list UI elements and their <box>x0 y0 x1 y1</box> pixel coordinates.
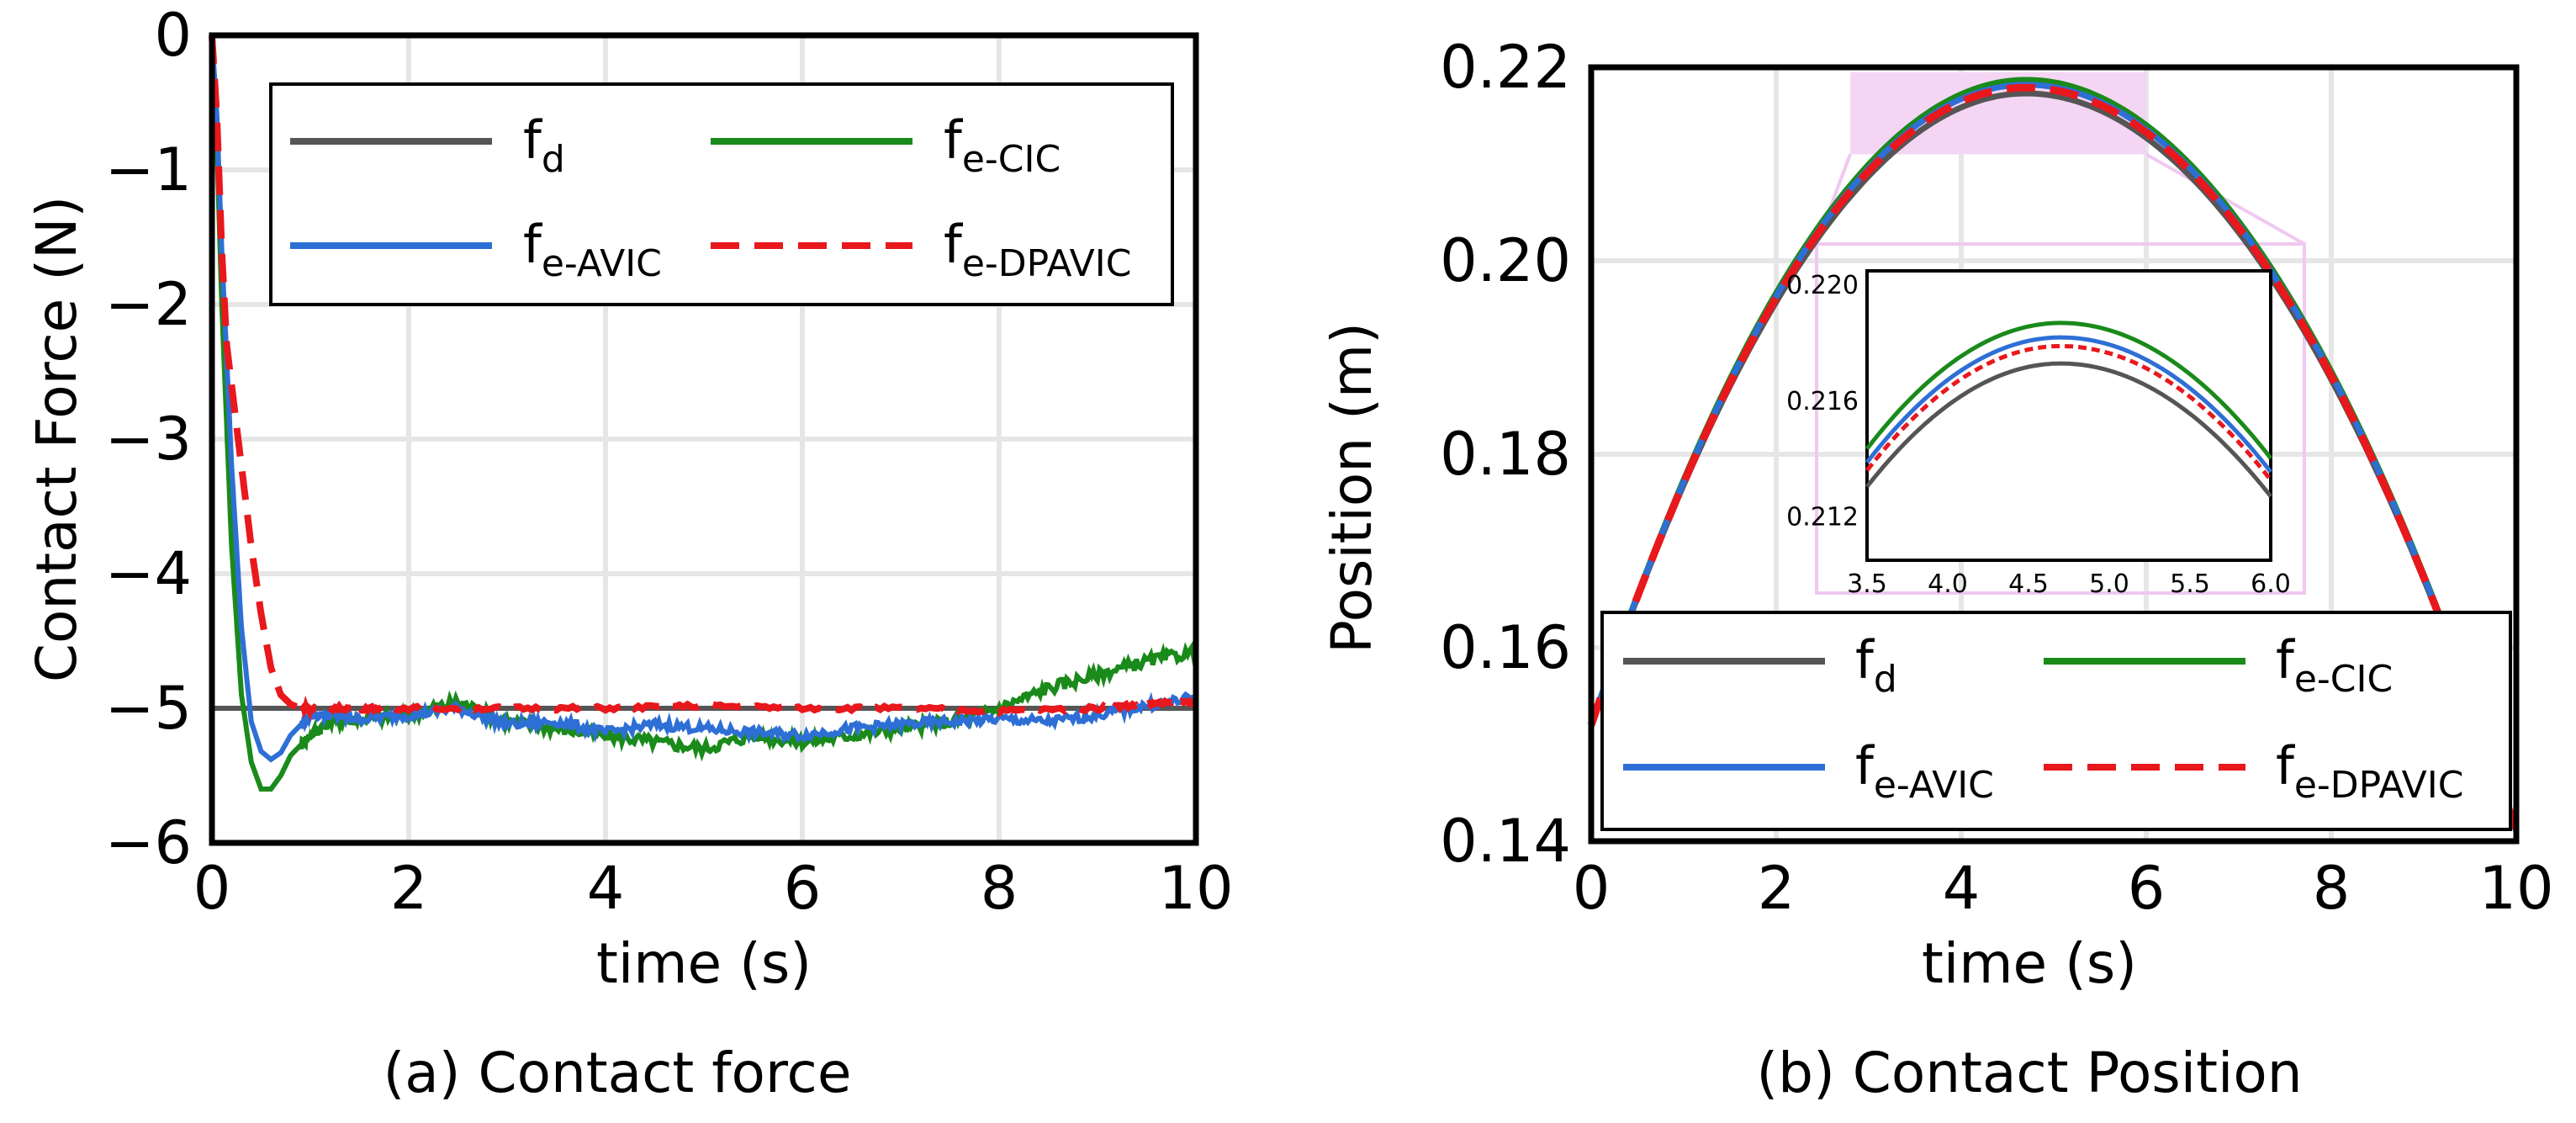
y-tick-label: 0.18 <box>1440 420 1571 489</box>
inset-chart: 3.5 4.0 4.5 5.0 5.5 6.0 0.220 0.216 0.212 <box>1786 269 2291 599</box>
inset-y-tick-label: 0.220 <box>1786 271 1859 300</box>
x-tick-label: 4 <box>587 854 625 923</box>
y-tick-label: −2 <box>105 270 192 339</box>
x-tick-label: 4 <box>1943 854 1981 923</box>
legend-label-fe-dpavic: fe-DPAVIC <box>2276 735 2463 807</box>
x-tick-label: 8 <box>981 854 1018 923</box>
legend-label-fe-cic: fe-CIC <box>944 109 1061 181</box>
y-tick-label: −3 <box>105 405 192 474</box>
y-tick-label: 0 <box>154 1 192 70</box>
plot-frame <box>1588 64 2520 845</box>
x-tick-label: 6 <box>2128 854 2166 923</box>
legend-label-fd: fd <box>1855 629 1897 701</box>
legend-label-fe-dpavic: fe-DPAVIC <box>944 214 1131 285</box>
y-tick-label: 0.20 <box>1440 226 1571 295</box>
inset-ticks: 3.5 4.0 4.5 5.0 5.5 6.0 0.220 0.216 0.212 <box>1786 271 2291 599</box>
y-tick-label: −4 <box>105 539 192 608</box>
y-tick-label: −6 <box>105 808 192 877</box>
x-tick-label: 2 <box>390 854 428 923</box>
legend: fd fe-CIC fe-AVIC fe-DPAVIC <box>269 82 1174 306</box>
inset-y-tick-label: 0.216 <box>1786 387 1859 416</box>
legend-label-fd: fd <box>523 109 565 181</box>
x-tick-label: 2 <box>1758 854 1796 923</box>
inset-series-line-f-e-dpavic <box>1865 343 2272 482</box>
y-tick-label: −1 <box>105 135 192 204</box>
caption: (b) Contact Position <box>1756 1041 2302 1105</box>
y-tick-label: 0.22 <box>1440 33 1571 102</box>
y-axis-label: Contact Force (N) <box>24 196 89 682</box>
inset-series-line-f-e-cic <box>1865 320 2272 460</box>
x-tick-label: 0 <box>1573 854 1611 923</box>
legend-label-fe-cic: fe-CIC <box>2276 629 2393 701</box>
caption: (a) Contact force <box>383 1041 852 1105</box>
inset-series <box>1865 320 2272 498</box>
inset-x-tick-label: 5.5 <box>2170 569 2210 599</box>
axis-ticks: 0 2 4 6 8 10 0.22 0.20 0.18 0.16 0.14 <box>1440 33 2553 923</box>
series-line-f-e-dpavic <box>209 34 1198 722</box>
legend-label-fe-avic: fe-AVIC <box>1855 735 1994 807</box>
inset-y-tick-label: 0.212 <box>1786 502 1859 532</box>
inset-series-line-f-e-avic <box>1865 335 2272 474</box>
y-tick-label: −5 <box>105 674 192 743</box>
inset-x-tick-label: 5.0 <box>2089 569 2129 599</box>
x-axis-label: time (s) <box>596 931 812 996</box>
x-tick-label: 8 <box>2313 854 2351 923</box>
legend: fd fe-CIC fe-AVIC fe-DPAVIC <box>1600 611 2512 831</box>
series-group <box>1587 77 2520 833</box>
zoom-connector <box>2145 152 2305 246</box>
x-tick-label: 6 <box>784 854 822 923</box>
legend-box <box>1600 611 2512 831</box>
legend-box <box>269 82 1174 306</box>
contact-force-chart: 0 2 4 6 8 10 0 −1 −2 −3 −4 −5 −6 Contact Force (N) t… <box>24 1 1234 1105</box>
series-line-f-e-avic <box>209 34 1197 763</box>
x-axis-label: time (s) <box>1922 931 2137 996</box>
y-tick-label: 0.14 <box>1440 807 1571 876</box>
zoom-outline <box>1815 242 2306 595</box>
x-tick-label: 10 <box>1158 854 1233 923</box>
legend-label-fe-avic: fe-AVIC <box>523 214 662 285</box>
inset-x-tick-label: 4.5 <box>2008 569 2049 599</box>
inset-x-tick-label: 3.5 <box>1847 569 1887 599</box>
plot-frame <box>209 32 1199 846</box>
inset-series-line-f-d <box>1865 361 2272 498</box>
x-tick-label: 0 <box>193 854 231 923</box>
axis-ticks: 0 2 4 6 8 10 0 −1 −2 −3 −4 −5 −6 <box>105 1 1234 923</box>
y-axis-label: Position (m) <box>1320 322 1384 654</box>
contact-position-chart: 0 2 4 6 8 10 0.22 0.20 0.18 0.16 0.14 Position (m)… <box>1320 33 2554 1105</box>
series-line-f-e-dpavic <box>1587 83 2520 833</box>
series-group <box>209 34 1198 792</box>
inset-x-tick-label: 4.0 <box>1928 569 1968 599</box>
x-tick-label: 10 <box>2478 854 2553 923</box>
inset-x-tick-label: 6.0 <box>2251 569 2291 599</box>
y-tick-label: 0.16 <box>1440 613 1571 682</box>
